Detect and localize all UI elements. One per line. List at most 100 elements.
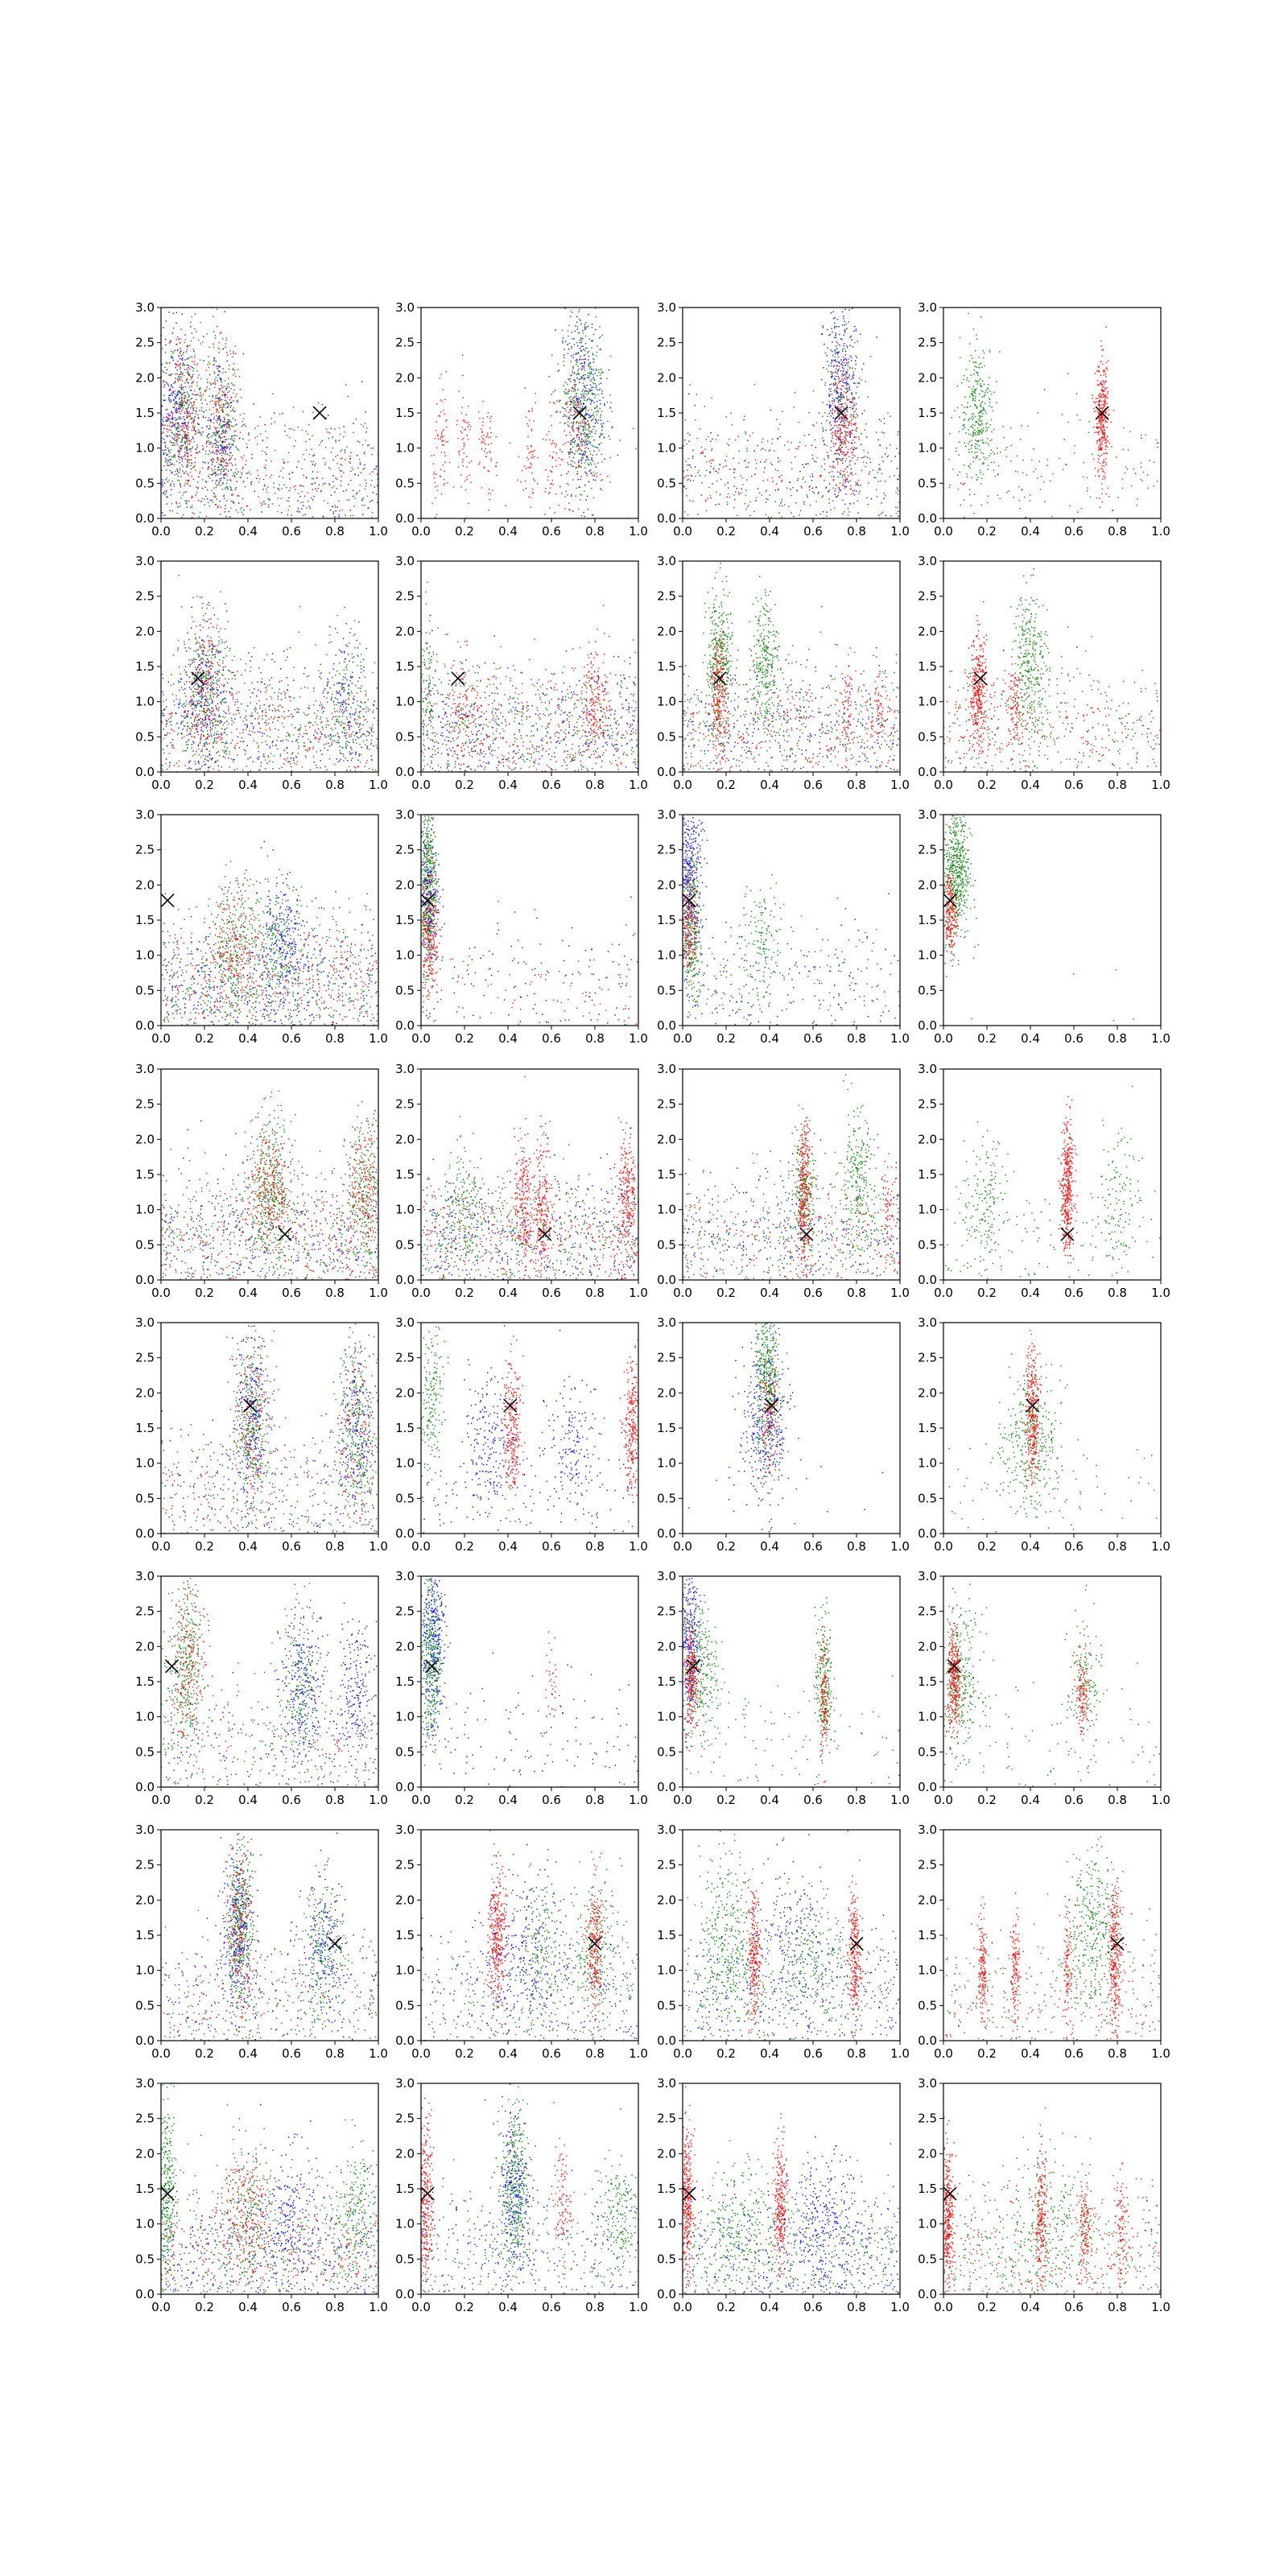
point-blue-641 [162,449,163,452]
point-green-331 [983,408,985,410]
point-blue-791 [838,326,840,328]
point-green-1094 [865,381,866,382]
point-green-384 [979,430,981,431]
point-green-283 [300,502,302,503]
point-red-1805 [220,460,221,461]
point-green-551 [580,407,583,410]
point-red-1007 [852,407,853,410]
point-red-7 [434,516,436,518]
point-green-39 [1156,481,1158,482]
point-blue-174 [781,505,783,507]
point-red-1636 [213,316,214,317]
point-green-968 [170,398,171,401]
point-red-160 [960,482,962,484]
point-red-546 [1102,403,1104,406]
point-red-862 [834,411,836,413]
point-red-1314 [190,454,192,456]
point-green-516 [574,379,576,381]
point-green-1451 [213,473,215,474]
point-green-7 [957,489,960,490]
point-green-1447 [219,427,221,429]
point-green-513 [586,459,588,460]
point-green-1428 [213,386,216,389]
point-green-1565 [215,435,217,437]
point-blue-185 [377,478,378,481]
point-green-962 [179,368,181,369]
point-green-976 [180,391,182,394]
point-red-1361 [211,461,213,463]
point-red-881 [844,473,845,476]
point-blue-639 [840,394,841,396]
point-blue-1935 [218,398,220,399]
point-red-853 [832,437,833,439]
point-green-147 [876,496,878,497]
point-red-1776 [230,494,233,496]
point-blue-305 [588,355,590,357]
point-blue-747 [188,421,189,423]
point-red-1739 [218,392,220,394]
point-blue-312 [592,377,594,378]
point-red-143 [1092,458,1095,460]
point-red-966 [466,456,468,458]
point-red-533 [376,502,378,503]
point-green-231 [982,439,984,441]
point-green-59 [767,499,769,501]
point-red-1213 [168,429,170,431]
point-green-1177 [831,383,832,385]
point-red-354 [828,489,831,491]
point-green-256 [992,410,994,411]
point-blue-678 [175,312,178,313]
point-red-1780 [222,450,224,452]
point-green-1010 [173,393,175,394]
point-red-368 [832,443,835,444]
point-red-567 [187,481,189,482]
point-red-1248 [182,386,184,388]
point-blue-635 [180,358,183,361]
point-red-997 [479,461,481,464]
point-blue-1944 [217,325,218,328]
point-blue-198 [790,489,791,490]
point-red-534 [1101,431,1103,433]
point-blue-721 [163,384,166,386]
point-blue-884 [167,385,170,387]
point-blue-130 [601,390,603,392]
point-red-36 [550,483,551,485]
point-red-521 [244,485,246,488]
point-green-201 [982,430,984,432]
point-green-366 [970,354,972,357]
point-red-1740 [213,487,215,489]
point-red-1752 [221,440,224,442]
point-green-410 [970,434,972,436]
point-green-36 [713,467,715,469]
point-blue-112 [573,441,576,444]
point-green-1153 [832,374,833,376]
point-green-199 [977,440,979,442]
point-blue-1940 [216,485,218,486]
point-blue-214 [587,508,588,510]
point-blue-895 [194,394,196,396]
point-green-241 [974,452,976,453]
point-green-1549 [213,416,215,418]
point-blue-547 [852,397,855,398]
point-green-1072 [179,469,181,471]
point-green-210 [323,482,324,485]
point-green-256 [283,484,285,485]
point-red-804 [576,402,579,403]
point-blue-625 [846,373,848,374]
point-blue-776 [835,332,837,334]
point-red-1106 [554,443,555,444]
point-green-1082 [849,366,851,369]
point-red-463 [844,424,845,427]
point-green-996 [187,393,189,394]
point-red-434 [754,459,757,461]
point-blue-266 [825,486,828,489]
point-blue-533 [835,382,836,384]
point-red-1181 [198,374,200,376]
point-red-1270 [179,390,180,392]
point-blue-794 [166,464,168,466]
point-green-986 [173,434,175,436]
point-blue-87 [581,362,583,364]
point-red-1360 [180,429,182,431]
point-blue-782 [834,353,836,355]
point-red-991 [850,493,852,495]
